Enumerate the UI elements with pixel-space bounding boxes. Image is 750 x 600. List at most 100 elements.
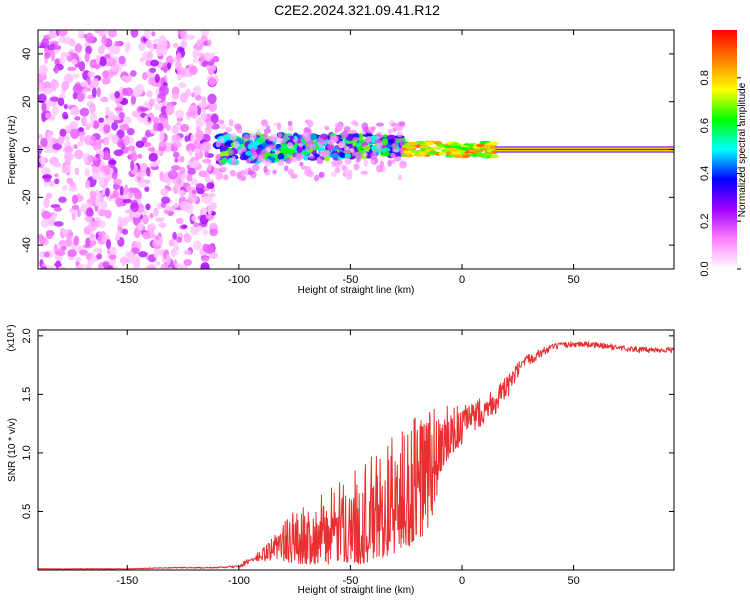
heatmap-noise-cell: [41, 167, 51, 176]
heatmap-halo-cell: [277, 132, 283, 138]
heatmap-noise-cell: [190, 133, 196, 145]
heatmap-noise-cell: [175, 217, 184, 225]
heatmap-noise-cell: [198, 101, 208, 109]
heatmap-halo-cell: [375, 131, 383, 140]
heatmap-noise-cell: [75, 257, 82, 263]
heatmap-halo-cell: [300, 165, 307, 170]
heatmap-noise-cell: [139, 162, 149, 174]
heatmap-noise-cell: [43, 87, 53, 95]
heatmap-noise-cell: [149, 212, 154, 219]
heatmap-noise-cell: [158, 35, 167, 46]
heatmap-noise-cell: [71, 213, 77, 221]
heatmap-noise-cell: [157, 249, 163, 256]
heatmap-noise-cell: [77, 263, 87, 269]
heatmap-noise-cell: [39, 155, 46, 165]
heatmap-noise-cell: [48, 31, 54, 39]
heatmap-core-cell: [459, 146, 470, 151]
heatmap-band-cell: [339, 152, 346, 158]
heatmap-noise-cell: [186, 173, 193, 182]
spectrogram-y-tick-label: 0: [21, 146, 33, 152]
heatmap-halo-cell: [262, 132, 269, 141]
heatmap-halo-cell: [374, 138, 382, 144]
heatmap-core-cell: [488, 141, 499, 146]
heatmap-halo-cell: [229, 169, 237, 177]
heatmap-noise-cell: [89, 113, 98, 121]
heatmap-noise-cell: [67, 66, 77, 72]
heatmap-noise-cell: [47, 44, 57, 51]
snr-x-tick-label: -100: [228, 575, 250, 587]
heatmap-halo-cell: [360, 142, 369, 147]
snr-x-ticks: -150 -100 -50 0 50: [116, 330, 580, 587]
heatmap-noise-cell: [198, 170, 208, 178]
heatmap-noise-cell: [163, 65, 168, 74]
heatmap-noise-cell: [153, 122, 159, 132]
heatmap-noise-cell: [143, 101, 151, 110]
heatmap-noise-cell: [188, 149, 193, 157]
heatmap-core-cell: [473, 149, 483, 154]
heatmap-noise-cell: [124, 251, 134, 260]
heatmap-noise-cell: [68, 38, 76, 47]
heatmap-noise-cell: [121, 75, 130, 81]
heatmap-noise-cell: [131, 110, 140, 118]
heatmap-noise-cell: [100, 96, 109, 103]
heatmap-halo-cell: [232, 140, 240, 149]
heatmap-band-cell: [355, 142, 362, 148]
snr-panel: -150 -100 -50 0 50 0.5 1.0 1.5 2.0 (x10⁴) Heigh…: [6, 324, 675, 596]
heatmap-noise-cell: [96, 87, 101, 98]
heatmap-noise-cell: [63, 104, 68, 110]
heatmap-noise-cell: [186, 111, 196, 117]
heatmap-halo-cell: [274, 148, 280, 155]
heatmap-noise-cell: [154, 103, 162, 111]
heatmap-halo-cell: [289, 156, 295, 162]
heatmap-noise-cell: [187, 193, 198, 203]
heatmap-noise-cell: [99, 45, 106, 50]
heatmap-core-cell: [403, 150, 414, 154]
heatmap-band-cell: [284, 148, 296, 154]
heatmap-halo-cell: [219, 123, 226, 129]
heatmap-halo-cell: [337, 141, 346, 149]
heatmap-noise-cell: [124, 209, 134, 214]
heatmap-noise-cell: [57, 266, 66, 269]
heatmap-halo-cell: [330, 171, 337, 178]
heatmap-noise-cell: [141, 72, 148, 81]
heatmap-core-cell: [446, 147, 459, 152]
heatmap-noise-cell: [63, 135, 71, 142]
heatmap-noise-cell: [171, 124, 180, 135]
snr-line-series: [38, 341, 674, 570]
heatmap-noise-cell: [102, 136, 110, 146]
heatmap-noise-cell: [95, 196, 101, 207]
heatmap-halo-cell: [353, 163, 360, 171]
heatmap-halo-cell: [277, 122, 282, 131]
heatmap-noise-cell: [87, 155, 95, 162]
spectrogram-heatmap: [38, 30, 674, 269]
spectrogram-y-axis-label: Frequency (Hz): [7, 116, 18, 185]
heatmap-noise-cell: [152, 116, 160, 124]
heatmap-noise-cell: [41, 38, 50, 48]
heatmap-noise-cell: [171, 134, 181, 140]
heatmap-halo-cell: [227, 149, 234, 156]
heatmap-noise-cell: [99, 138, 105, 144]
colorbar-tick-label: 0.2: [699, 214, 711, 229]
heatmap-noise-cell: [178, 82, 187, 89]
heatmap-noise-cell: [135, 83, 145, 95]
heatmap-halo-cell: [261, 149, 266, 155]
heatmap-noise-cell: [103, 124, 111, 134]
heatmap-noise-cell: [89, 135, 97, 141]
heatmap-noise-cell: [137, 42, 146, 51]
heatmap-band-cell: [232, 149, 239, 155]
heatmap-noise-cell: [150, 59, 159, 67]
heatmap-noise-cell: [141, 136, 148, 144]
heatmap-noise-cell: [102, 261, 110, 268]
heatmap-noise-cell: [70, 127, 80, 139]
heatmap-halo-cell: [286, 142, 294, 149]
heatmap-noise-cell: [48, 180, 55, 187]
heatmap-halo-cell: [354, 151, 362, 159]
heatmap-noise-cell: [40, 137, 48, 148]
heatmap-band-cell: [245, 150, 253, 157]
heatmap-band-cell: [329, 153, 339, 159]
heatmap-halo-cell: [298, 143, 304, 148]
heatmap-noise-cell: [77, 30, 85, 39]
spectrogram-x-tick-label: 0: [459, 274, 465, 286]
heatmap-noise-cell: [113, 178, 123, 185]
heatmap-halo-cell: [309, 143, 317, 150]
